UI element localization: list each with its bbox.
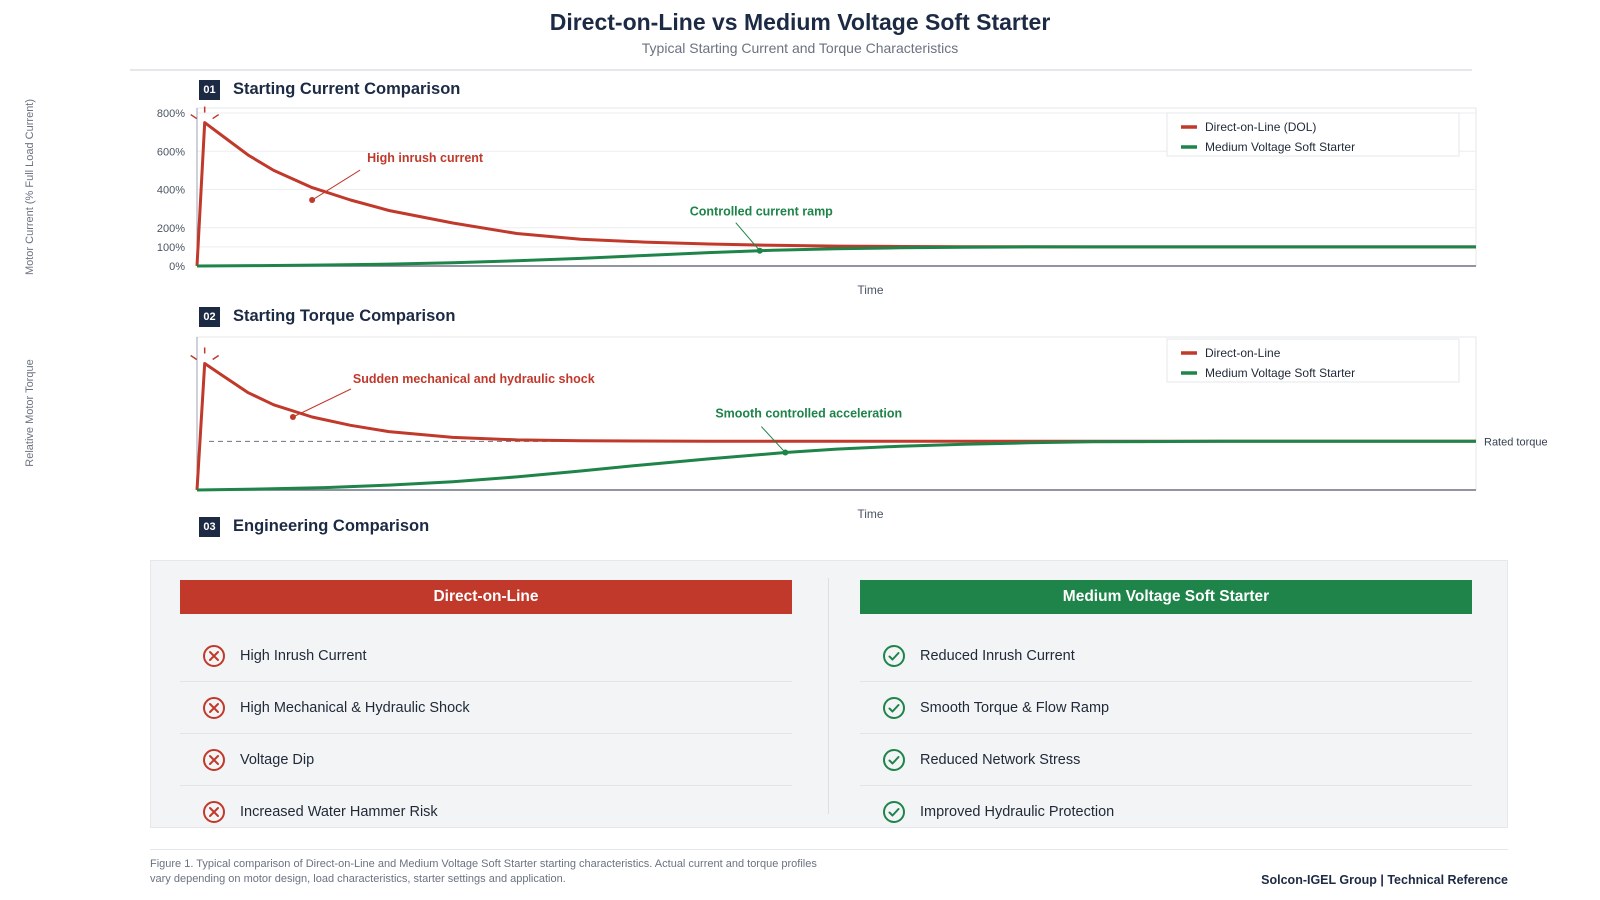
legend-entry: Direct-on-Line (DOL): [1205, 120, 1316, 134]
annotation-label: Sudden mechanical and hydraulic shock: [353, 372, 595, 386]
check-circle-icon: [883, 696, 905, 719]
section-title: Engineering Comparison: [233, 517, 430, 535]
row-divider: [180, 785, 792, 786]
legend-box: [1166, 338, 1460, 383]
dol-list-item: High Mechanical & Hydraulic Shock: [180, 682, 792, 733]
peak-spark-mark: [212, 113, 220, 120]
rated-torque-label: Rated torque: [1484, 436, 1548, 448]
section-number-badge: 03: [199, 517, 220, 537]
soft-starter-list-item: Reduced Inrush Current: [860, 630, 1472, 681]
current-chart: 0% 100% 200% 400% 600% 800% Time High inrush cu…: [157, 106, 1477, 297]
page-subtitle: Typical Starting Current and Torque Char…: [641, 40, 959, 56]
x-axis-label: Time: [857, 507, 884, 521]
row-divider: [180, 733, 792, 734]
annotation-leader: [760, 426, 786, 453]
dol-item-label: Increased Water Hammer Risk: [240, 803, 438, 820]
soft-starter-series-line: [196, 439, 1476, 492]
dol-list-item: Voltage Dip: [180, 734, 792, 785]
soft-starter-list-item: Smooth Torque & Flow Ramp: [860, 682, 1472, 733]
title-divider: [130, 69, 1472, 71]
column-divider: [828, 578, 829, 814]
attribution: Solcon-IGEL Group | Technical Reference: [1261, 873, 1508, 887]
legend-entry: Medium Voltage Soft Starter: [1205, 140, 1355, 154]
dol-list-item: High Inrush Current: [180, 630, 792, 681]
x-circle-icon: [203, 696, 225, 719]
annotation-leader: [735, 222, 761, 252]
dol-item-label: Voltage Dip: [240, 751, 315, 768]
soft-starter-item-label: Reduced Network Stress: [920, 751, 1081, 768]
annotation-leader: [292, 388, 352, 418]
y-tick-label: 200%: [157, 223, 185, 235]
y-tick-label: 600%: [157, 146, 185, 158]
peak-spark-mark: [212, 354, 220, 361]
soft-starter-item-label: Reduced Inrush Current: [920, 647, 1075, 664]
row-divider: [860, 733, 1472, 734]
peak-spark-mark: [190, 354, 198, 361]
soft-starter-series-line: [196, 245, 1476, 268]
dol-column-header: Direct-on-Line: [180, 580, 792, 614]
row-divider: [180, 681, 792, 682]
soft-starter-column-header: Medium Voltage Soft Starter: [860, 580, 1472, 614]
footer-divider: [150, 849, 1508, 850]
y-tick-label: 100%: [157, 242, 185, 254]
annotation-leader: [311, 169, 361, 201]
torque-chart: Time Rated torque Sudden mechanical and hy…: [190, 336, 1548, 521]
soft-starter-item-label: Improved Hydraulic Protection: [920, 803, 1115, 820]
x-circle-icon: [203, 748, 225, 771]
check-circle-icon: [883, 644, 905, 667]
soft-starter-list-item: Reduced Network Stress: [860, 734, 1472, 785]
y-tick-label: 800%: [157, 108, 185, 120]
dol-item-label: High Mechanical & Hydraulic Shock: [240, 699, 470, 716]
section-title: Starting Current Comparison: [233, 80, 461, 98]
section-number-badge: 01: [199, 80, 220, 100]
section-title: Starting Torque Comparison: [233, 307, 456, 325]
figure-caption: Figure 1. Typical comparison of Direct-o…: [150, 858, 817, 885]
section-number-badge: 02: [199, 307, 220, 327]
row-divider: [860, 785, 1472, 786]
annotation-label: High inrush current: [367, 151, 484, 165]
legend-entry: Direct-on-Line: [1205, 346, 1281, 360]
check-circle-icon: [883, 800, 905, 823]
annotation-label: Smooth controlled acceleration: [715, 407, 902, 421]
legend-entry: Medium Voltage Soft Starter: [1205, 366, 1355, 380]
soft-starter-item-label: Smooth Torque & Flow Ramp: [920, 699, 1110, 716]
x-axis-label: Time: [857, 283, 884, 297]
page-title: Direct-on-Line vs Medium Voltage Soft St…: [549, 9, 1051, 35]
legend-box: [1166, 112, 1460, 157]
dol-item-label: High Inrush Current: [240, 647, 367, 664]
peak-spark-mark: [190, 113, 198, 120]
y-tick-label: 400%: [157, 185, 185, 197]
y-tick-label: 0%: [169, 261, 185, 273]
x-circle-icon: [203, 644, 225, 667]
annotation-label: Controlled current ramp: [690, 205, 833, 219]
check-circle-icon: [883, 748, 905, 771]
x-circle-icon: [203, 800, 225, 823]
dol-list-item: Increased Water Hammer Risk: [180, 786, 792, 837]
soft-starter-list-item: Improved Hydraulic Protection: [860, 786, 1472, 837]
row-divider: [860, 681, 1472, 682]
dol-series-line: [195, 362, 1476, 491]
